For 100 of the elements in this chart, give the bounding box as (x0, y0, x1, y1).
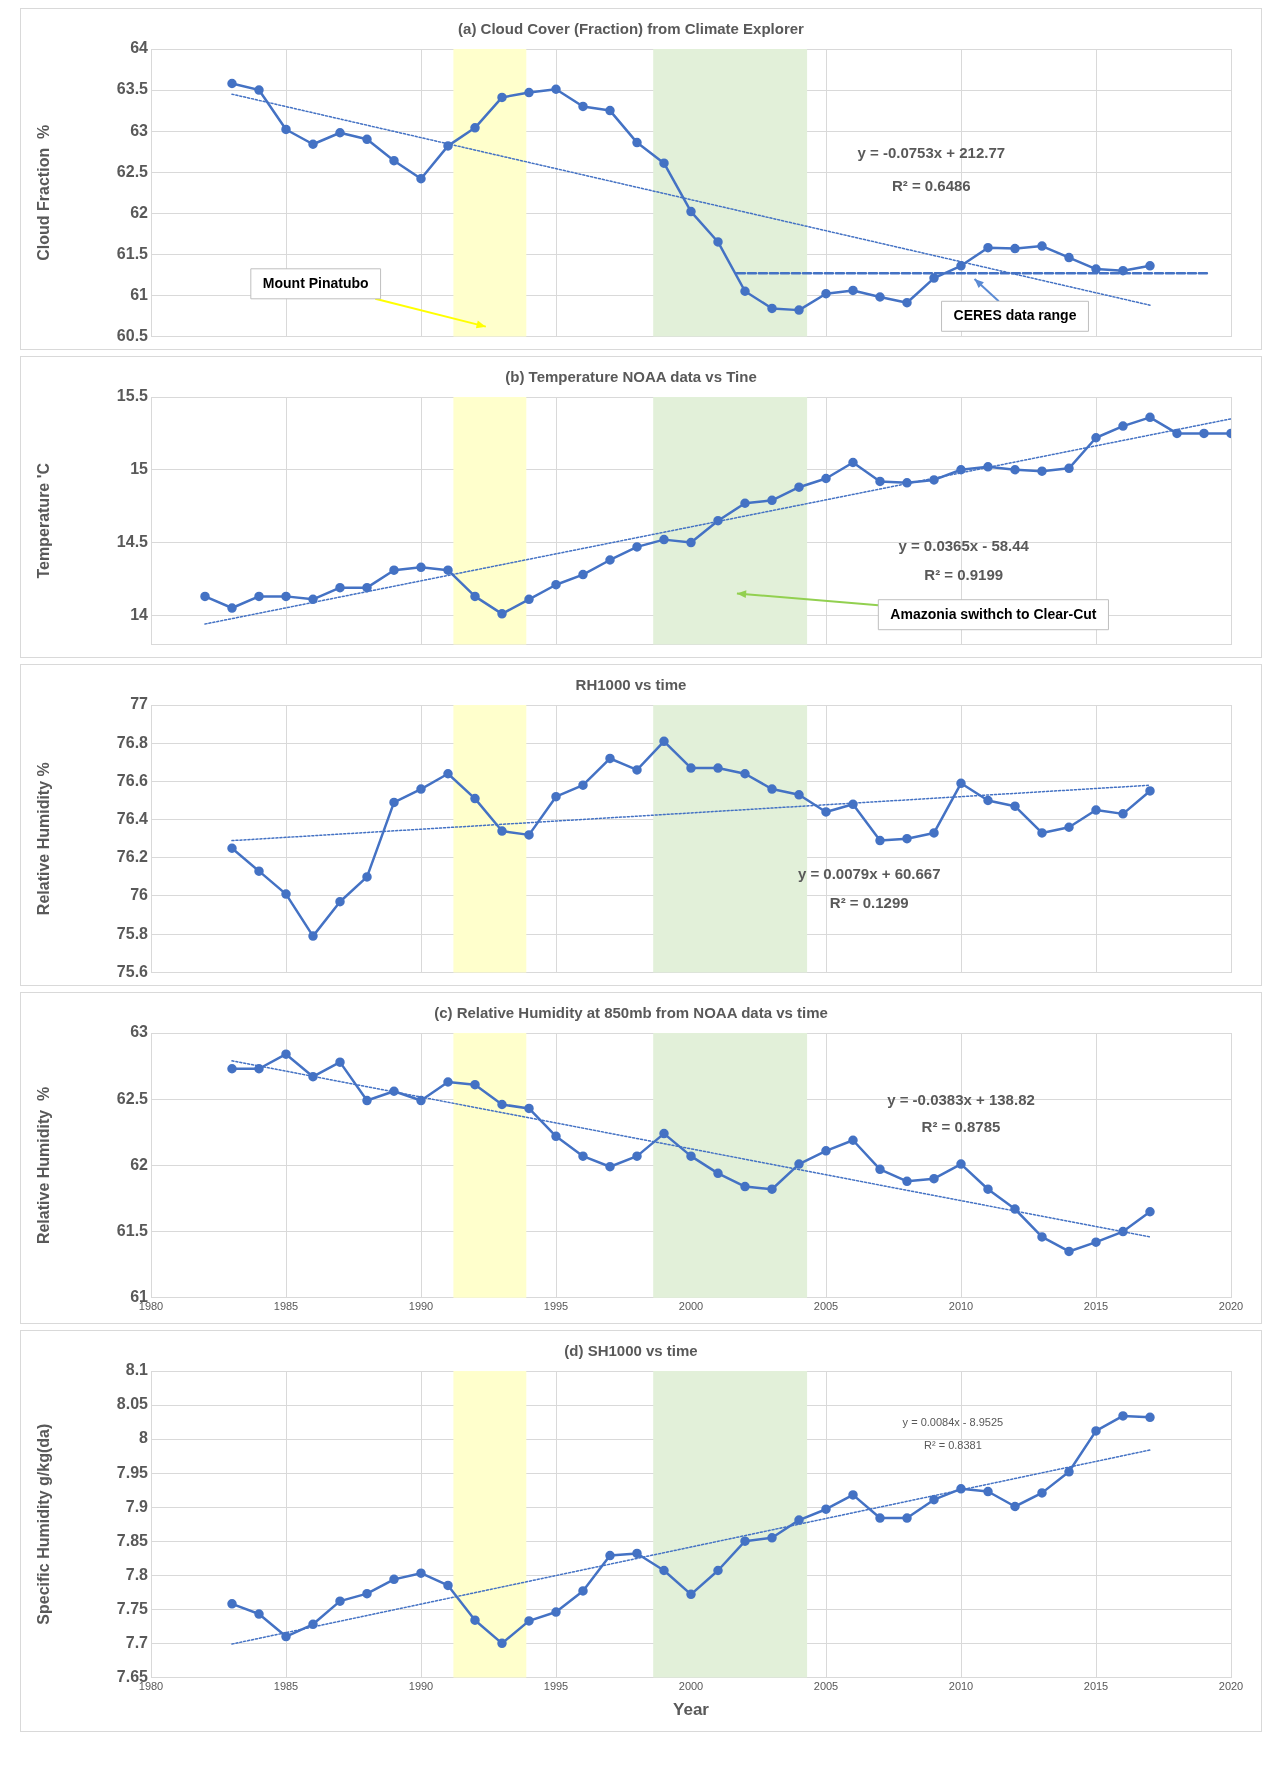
point (686, 537, 696, 548)
point (524, 594, 534, 605)
y-tick-label: 15 (130, 460, 149, 478)
point (1145, 1206, 1155, 1217)
y-tick-label: 14.5 (116, 532, 149, 550)
chart-title: (c) Relative Humidity at 850mb from NOAA data vs time (434, 1004, 828, 1022)
point (929, 828, 939, 838)
point (254, 866, 264, 876)
point (848, 1490, 858, 1500)
y-axis-title: Specific Humidity g/kg(da) (35, 1423, 53, 1625)
point (929, 1173, 939, 1184)
point (335, 1596, 345, 1606)
point (686, 1151, 696, 1161)
point (929, 475, 939, 485)
point (470, 123, 480, 133)
point (875, 835, 885, 846)
point (983, 1486, 993, 1497)
y-tick-label: 7.95 (116, 1463, 149, 1481)
point (1010, 465, 1020, 475)
point (416, 562, 426, 573)
x-tick-label: 2000 (678, 1680, 704, 1693)
point (1064, 1467, 1074, 1477)
point (578, 569, 588, 580)
point (605, 1161, 615, 1172)
chart-title: RH1000 vs time (575, 676, 687, 694)
point (578, 1151, 588, 1161)
point (983, 795, 993, 806)
point (686, 763, 696, 773)
point (281, 1631, 291, 1642)
y-tick-label: 8.05 (116, 1395, 149, 1413)
y-axis-title: Relative Humidity % (35, 1086, 53, 1245)
point (1037, 1488, 1047, 1498)
point (227, 1064, 237, 1074)
point (281, 1049, 291, 1059)
point (1037, 241, 1047, 251)
point (1037, 1232, 1047, 1242)
point (1091, 805, 1101, 815)
point (875, 476, 885, 487)
y-tick-label: 7.9 (125, 1497, 149, 1515)
point (443, 565, 453, 575)
point (362, 1588, 372, 1599)
point (308, 1071, 318, 1082)
x-tick-label: 2020 (1218, 1300, 1244, 1313)
chart-title: (d) SH1000 vs time (564, 1342, 698, 1360)
point (605, 753, 615, 764)
point (659, 534, 669, 545)
point (632, 765, 642, 775)
point (848, 799, 858, 810)
point (416, 1095, 426, 1106)
point (443, 769, 453, 779)
point (821, 1504, 831, 1514)
point (929, 1494, 939, 1505)
point (416, 1568, 426, 1578)
point (848, 457, 858, 468)
point (335, 582, 345, 593)
point (956, 465, 966, 475)
annotation: y = 0.0365x - 58.44 (898, 537, 1030, 555)
point (308, 1619, 318, 1630)
annotation: y = -0.0753x + 212.77 (857, 144, 1006, 162)
point (794, 1159, 804, 1169)
point (1172, 428, 1182, 439)
x-tick-label: 2005 (813, 1300, 839, 1313)
y-tick-label: 76.4 (116, 810, 149, 828)
y-tick-label: 62 (130, 1155, 149, 1173)
point (551, 579, 561, 590)
annotation: R² = 0.8785 (921, 1118, 1001, 1136)
point (578, 780, 588, 790)
point (308, 931, 318, 941)
point (1118, 809, 1128, 819)
point (335, 128, 345, 138)
point (227, 1599, 237, 1609)
point (389, 565, 399, 575)
y-axis-title: Cloud Fraction % (35, 124, 53, 261)
x-tick-label: 2015 (1083, 1300, 1109, 1313)
point (1091, 264, 1101, 274)
point (713, 1168, 723, 1179)
x-tick-label: 2010 (948, 1300, 974, 1313)
point (983, 1184, 993, 1194)
point (1010, 243, 1020, 254)
annotation: R² = 0.9199 (924, 566, 1004, 584)
point (632, 542, 642, 552)
point (1145, 261, 1155, 271)
point (524, 1616, 534, 1626)
y-axis-title: Relative Humidity % (35, 762, 53, 916)
point (227, 78, 237, 89)
point (902, 1176, 912, 1187)
y-tick-label: 8.1 (125, 1361, 149, 1379)
y-tick-label: 63 (130, 1023, 149, 1041)
point (821, 1146, 831, 1156)
x-tick-label: 1995 (543, 1300, 569, 1313)
point (524, 87, 534, 98)
point (254, 591, 264, 602)
point (281, 889, 291, 899)
point (848, 285, 858, 296)
point (686, 206, 696, 217)
y-tick-label: 61.5 (116, 244, 149, 262)
point (659, 1565, 669, 1576)
point (1118, 1226, 1128, 1237)
y-tick-label: 76.8 (116, 733, 149, 751)
point (443, 1580, 453, 1591)
